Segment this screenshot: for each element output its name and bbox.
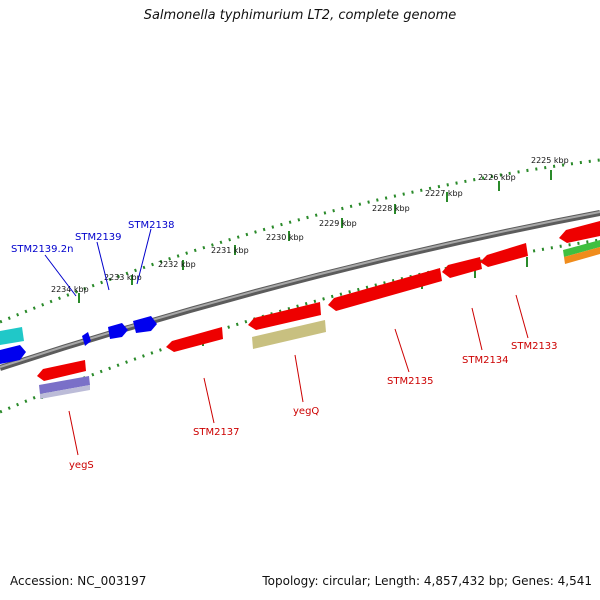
- gene-arrow-stm2135[interactable]: [328, 268, 442, 311]
- gene-arrow-forward[interactable]: [0, 345, 26, 364]
- label-stm2139[interactable]: STM2139: [75, 232, 122, 243]
- tick-label-2226: 2226 kbp: [478, 173, 516, 182]
- gene-arrow-yegs[interactable]: [37, 360, 86, 381]
- label-stm2138[interactable]: STM2138: [128, 220, 175, 231]
- label-yegq[interactable]: yegQ: [293, 406, 319, 417]
- green-feature[interactable]: [563, 240, 600, 257]
- label-stm2133[interactable]: STM2133: [511, 341, 558, 352]
- label-stm2139-2n[interactable]: STM2139.2n: [11, 244, 73, 255]
- accession-text: Accession: NC_003197: [10, 574, 147, 588]
- gene-arrow-stm2139-2n[interactable]: [82, 332, 91, 346]
- leader-stm2133: [515, 294, 529, 339]
- map-title: Salmonella typhimurium LT2, complete gen…: [143, 8, 457, 23]
- label-stm2135[interactable]: STM2135: [387, 376, 434, 387]
- label-stm2137[interactable]: STM2137: [193, 427, 240, 438]
- olive-feature-yegq[interactable]: [252, 320, 326, 349]
- tick-label-2225: 2225 kbp: [531, 156, 569, 165]
- tick-label-2232: 2232 kbp: [158, 260, 196, 269]
- gene-arrow-stm2139[interactable]: [108, 323, 128, 339]
- leader-yegq: [294, 354, 304, 403]
- tick-label-2230: 2230 kbp: [266, 233, 304, 242]
- tick-label-2231: 2231 kbp: [211, 246, 249, 255]
- reverse-genes: [37, 221, 600, 381]
- label-yegs[interactable]: yegS: [69, 460, 94, 471]
- leader-stm2139: [96, 241, 110, 291]
- leader-stm2135: [394, 328, 410, 373]
- gene-arrow-stm2134[interactable]: [442, 257, 482, 278]
- label-stm2134[interactable]: STM2134: [462, 355, 509, 366]
- leader-stm2138: [136, 228, 152, 285]
- outer-tick-track: [0, 158, 600, 324]
- tick-label-2234: 2234 kbp: [51, 285, 89, 294]
- gene-arrow-stm2133[interactable]: [480, 243, 528, 267]
- tick-label-2228: 2228 kbp: [372, 204, 410, 213]
- gene-arrow-stm2138[interactable]: [133, 316, 157, 333]
- outer-dotted-ring: [0, 158, 600, 324]
- leader-stm2139-2n: [44, 254, 77, 297]
- gene-arrow-stm2136[interactable]: [248, 302, 321, 330]
- leader-yegs: [68, 410, 79, 456]
- grey-feature-yegs[interactable]: [40, 385, 90, 399]
- tick-label-2227: 2227 kbp: [425, 189, 463, 198]
- genome-summary-text: Topology: circular; Length: 4,857,432 bp…: [262, 574, 592, 588]
- tick-label-2233: 2233 kbp: [104, 273, 142, 282]
- cyan-feature[interactable]: [0, 327, 24, 345]
- orange-feature[interactable]: [564, 247, 600, 264]
- leader-stm2134: [471, 307, 483, 351]
- tick-label-2229: 2229 kbp: [319, 219, 357, 228]
- gene-arrow-right-edge[interactable]: [559, 221, 600, 243]
- forward-genes: [0, 316, 157, 364]
- purple-feature-yegs[interactable]: [39, 376, 90, 394]
- gene-arrow-stm2137[interactable]: [166, 327, 223, 352]
- leader-stm2137: [203, 377, 215, 424]
